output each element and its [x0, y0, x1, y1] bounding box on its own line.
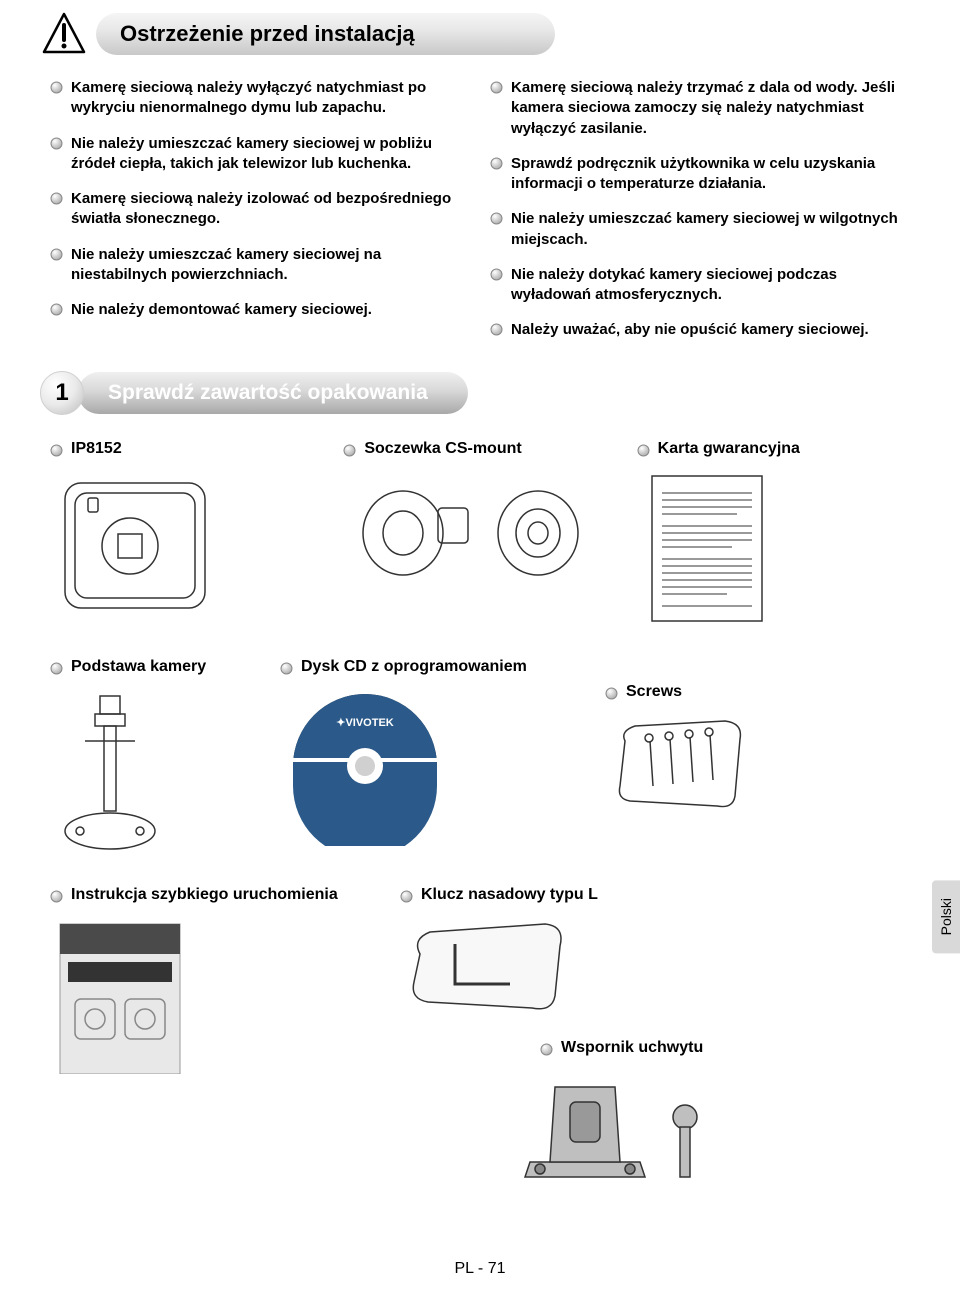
bullet-icon: [637, 444, 650, 457]
warning-item: Nie należy umieszczać kamery sieciowej n…: [50, 245, 470, 286]
bullet-icon: [490, 212, 503, 225]
warning-item: Kamerę sieciową należy izolować od bezpo…: [50, 189, 470, 230]
warning-text: Kamerę sieciową należy trzymać z dala od…: [511, 78, 910, 139]
item-screws: Screws: [605, 658, 910, 861]
bracket-illustration: [500, 1067, 740, 1197]
warnings-col-right: Kamerę sieciową należy trzymać z dala od…: [490, 78, 910, 341]
item-label: Soczewka CS-mount: [364, 440, 521, 458]
bullet-icon: [280, 662, 293, 675]
item-label: IP8152: [71, 440, 122, 458]
warranty-card-illustration: [637, 468, 777, 628]
warning-item: Kamerę sieciową należy wyłączyć natychmi…: [50, 78, 470, 119]
warning-item: Kamerę sieciową należy trzymać z dala od…: [490, 78, 910, 139]
item-label: Wspornik uchwytu: [561, 1039, 703, 1057]
bullet-icon: [50, 662, 63, 675]
step-header: 1 Sprawdź zawartość opakowania: [40, 371, 920, 415]
item-stand: Podstawa kamery: [50, 658, 260, 861]
item-label: Dysk CD z oprogramowaniem: [301, 658, 527, 676]
item-label: Screws: [626, 683, 682, 701]
software-cd-illustration: ✦VIVOTEK: [280, 686, 450, 846]
camera-stand-illustration: [50, 686, 170, 856]
contents-row-3: Instrukcja szybkiego uruchomienia Klucz …: [40, 886, 920, 1202]
warning-item: Sprawdź podręcznik użytkownika w celu uz…: [490, 154, 910, 195]
bullet-icon: [50, 137, 63, 150]
warning-header: Ostrzeżenie przed instalacją: [40, 10, 920, 58]
step-number: 1: [40, 371, 84, 415]
item-label: Instrukcja szybkiego uruchomienia: [71, 886, 338, 904]
step-title: Sprawdź zawartość opakowania: [78, 372, 468, 414]
warning-text: Kamerę sieciową należy izolować od bezpo…: [71, 189, 470, 230]
svg-text:✦VIVOTEK: ✦VIVOTEK: [336, 717, 394, 729]
warning-text: Nie należy umieszczać kamery sieciowej w…: [71, 134, 470, 175]
warning-item: Nie należy demontować kamery sieciowej.: [50, 300, 470, 320]
l-wrench-illustration: [400, 914, 580, 1024]
bullet-icon: [490, 157, 503, 170]
item-warranty: Karta gwarancyjna: [637, 440, 910, 633]
warning-text: Nie należy umieszczać kamery sieciowej n…: [71, 245, 470, 286]
bullet-icon: [490, 81, 503, 94]
warning-item: Należy uważać, aby nie opuścić kamery si…: [490, 320, 910, 340]
item-wrench: Klucz nasadowy typu L Wspornik uchwytu: [400, 886, 910, 1202]
bullet-icon: [50, 890, 63, 903]
item-qig: Instrukcja szybkiego uruchomienia: [50, 886, 380, 1202]
lens-illustration: [343, 468, 603, 598]
bullet-icon: [540, 1043, 553, 1056]
camera-body-illustration: [50, 468, 220, 618]
page-number: PL - 71: [0, 1260, 960, 1278]
bullet-icon: [605, 687, 618, 700]
warning-text: Kamerę sieciową należy wyłączyć natychmi…: [71, 78, 470, 119]
warning-text: Należy uważać, aby nie opuścić kamery si…: [511, 320, 869, 340]
language-tab: Polski: [932, 880, 960, 953]
screws-illustration: [605, 711, 755, 821]
warnings-col-left: Kamerę sieciową należy wyłączyć natychmi…: [50, 78, 470, 341]
bullet-icon: [50, 81, 63, 94]
bullet-icon: [400, 890, 413, 903]
item-label: Karta gwarancyjna: [658, 440, 800, 458]
bullet-icon: [490, 323, 503, 336]
warning-text: Nie należy demontować kamery sieciowej.: [71, 300, 372, 320]
warning-title: Ostrzeżenie przed instalacją: [96, 13, 555, 55]
contents-row-2: Podstawa kamery Dysk CD z oprogramowanie…: [40, 658, 920, 861]
bullet-icon: [50, 444, 63, 457]
bullet-icon: [343, 444, 356, 457]
warning-triangle-icon: [40, 10, 88, 58]
quick-guide-illustration: [50, 914, 190, 1074]
item-lens: Soczewka CS-mount: [343, 440, 616, 633]
item-cd: Dysk CD z oprogramowaniem ✦VIVOTEK: [280, 658, 585, 861]
warnings-list: Kamerę sieciową należy wyłączyć natychmi…: [40, 78, 920, 341]
bullet-icon: [50, 248, 63, 261]
bullet-icon: [50, 303, 63, 316]
warning-text: Nie należy dotykać kamery sieciowej podc…: [511, 265, 910, 306]
item-ip8152: IP8152: [50, 440, 323, 633]
item-label: Klucz nasadowy typu L: [421, 886, 598, 904]
warning-item: Nie należy umieszczać kamery sieciowej w…: [50, 134, 470, 175]
warning-item: Nie należy dotykać kamery sieciowej podc…: [490, 265, 910, 306]
warning-item: Nie należy umieszczać kamery sieciowej w…: [490, 209, 910, 250]
item-label: Podstawa kamery: [71, 658, 206, 676]
warning-text: Nie należy umieszczać kamery sieciowej w…: [511, 209, 910, 250]
bullet-icon: [490, 268, 503, 281]
bullet-icon: [50, 192, 63, 205]
warning-text: Sprawdź podręcznik użytkownika w celu uz…: [511, 154, 910, 195]
contents-row-1: IP8152 Soczewka CS-mount Karta gwarancyj…: [40, 440, 920, 633]
